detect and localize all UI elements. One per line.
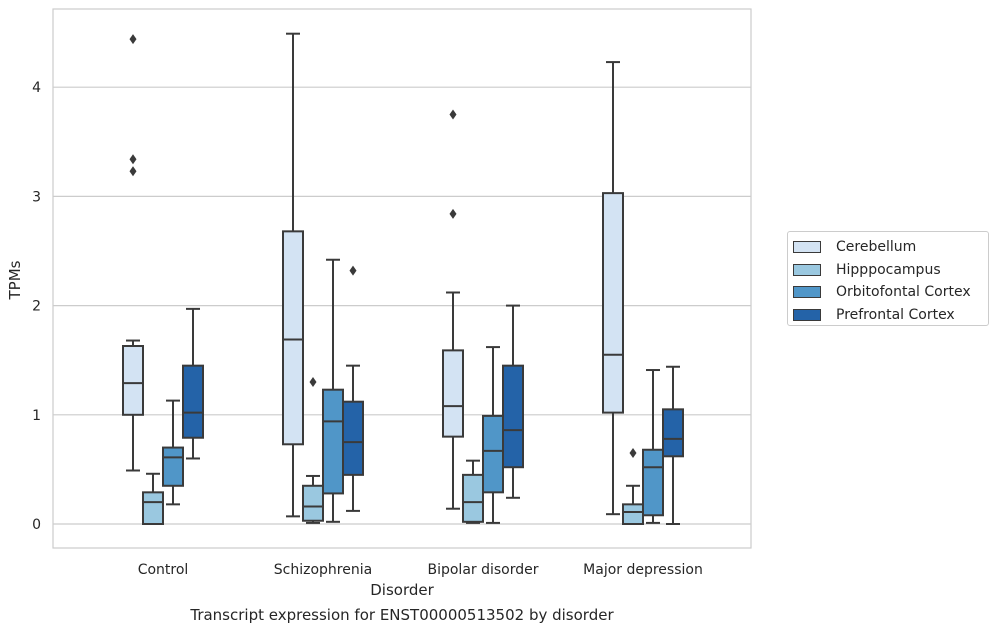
box-1-1 <box>302 377 324 524</box>
outlier-marker <box>309 377 317 388</box>
legend: Cerebellum Hipppocampus Orbitofontal Corte… <box>787 231 989 326</box>
outlier-marker <box>449 109 457 120</box>
box-body <box>622 503 644 525</box>
legend-item: Hipppocampus <box>793 259 988 282</box>
legend-label: Hipppocampus <box>836 261 941 278</box>
y-tick-label: 4 <box>32 80 41 96</box>
y-tick-label: 3 <box>32 189 41 205</box>
outlier-marker <box>129 166 137 177</box>
plot-frame <box>52 8 752 549</box>
box-3-2 <box>502 304 524 499</box>
box-2-0 <box>162 399 184 506</box>
legend-item: Prefrontal Cortex <box>793 304 988 327</box>
box-body <box>482 414 504 494</box>
box-body <box>462 473 484 523</box>
box-3-0 <box>182 307 204 460</box>
box-0-2 <box>442 109 464 510</box>
y-ticks: 0 1 2 3 4 <box>32 80 41 533</box>
box-body <box>142 491 164 525</box>
box-body <box>642 448 664 517</box>
chart-title: Transcript expression for ENST0000051350… <box>190 606 614 624</box>
x-ticks: Control Schizophrenia Bipolar disorder Majo… <box>138 562 703 578</box>
box-0-1 <box>282 32 304 518</box>
box-body <box>322 388 344 495</box>
legend-swatch <box>793 263 821 276</box>
box-body <box>162 446 184 487</box>
box-body <box>282 230 304 446</box>
y-tick-label: 1 <box>32 408 41 424</box>
outlier-marker <box>449 208 457 219</box>
y-tick-label: 0 <box>32 517 41 533</box>
box-body <box>442 349 464 438</box>
box-2-1 <box>322 258 344 523</box>
legend-label: Cerebellum <box>836 239 917 256</box>
box-body <box>302 484 324 522</box>
y-tick-label: 2 <box>32 299 41 315</box>
outlier-marker <box>349 265 357 276</box>
box-body <box>342 400 364 476</box>
box-layer <box>122 32 684 525</box>
x-tick-label: Control <box>138 562 189 578</box>
box-3-1 <box>342 265 364 512</box>
y-axis-label: TPMs <box>6 260 24 300</box>
legend-label: Orbitofontal Cortex <box>836 284 971 301</box>
legend-item: Orbitofontal Cortex <box>793 281 988 304</box>
box-2-3 <box>642 369 664 524</box>
box-1-2 <box>462 459 484 524</box>
box-2-2 <box>482 346 504 524</box>
box-0-0 <box>122 34 144 472</box>
legend-label: Prefrontal Cortex <box>836 306 955 323</box>
outlier-marker <box>129 154 137 165</box>
box-body <box>502 364 524 469</box>
legend-swatch <box>793 308 821 321</box>
legend-item: Cerebellum <box>793 236 988 259</box>
x-tick-label: Schizophrenia <box>274 562 372 578</box>
box-1-3 <box>622 448 644 525</box>
box-body <box>182 364 204 439</box>
legend-swatch <box>793 286 821 299</box>
box-3-3 <box>662 365 684 525</box>
legend-swatch <box>793 241 821 254</box>
box-1-0 <box>142 472 164 525</box>
outlier-marker <box>629 448 637 459</box>
x-tick-label: Bipolar disorder <box>427 562 538 578</box>
box-body <box>602 192 624 414</box>
x-tick-label: Major depression <box>583 562 703 578</box>
outlier-marker <box>129 34 137 45</box>
x-axis-label: Disorder <box>370 581 434 599</box>
box-0-3 <box>602 61 624 516</box>
box-body <box>122 345 144 416</box>
box-body <box>662 408 684 458</box>
